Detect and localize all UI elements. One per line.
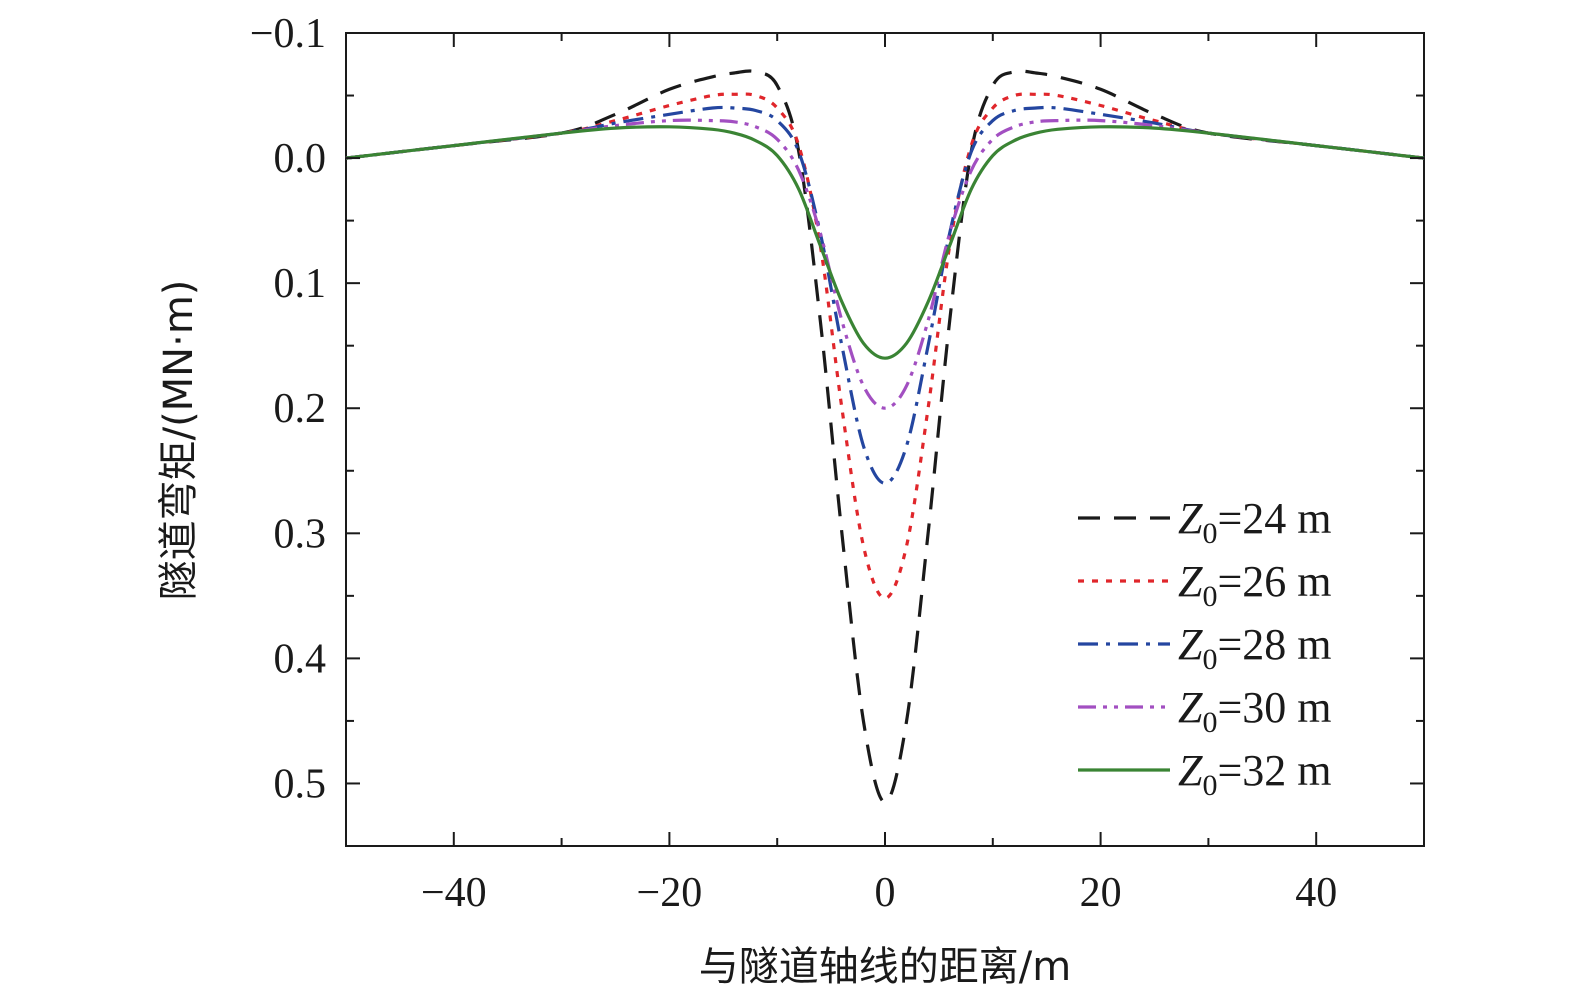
tick-layer: −40 −20 0 20 40 −0.1 0.0 0.1 0.2 0.3 0.4 0.5 — [250, 11, 1425, 916]
x-tick-label: 20 — [1080, 870, 1122, 916]
y-tick-label: −0.1 — [250, 11, 326, 57]
legend-label: Z0=24 m — [1178, 494, 1332, 550]
series-layer — [345, 69, 1425, 804]
y-tick-label: 0.5 — [274, 761, 327, 807]
series-line-5 — [345, 125, 1425, 360]
series-line-3 — [345, 105, 1425, 485]
legend-label: Z0=26 m — [1178, 557, 1332, 613]
series-line-2 — [345, 92, 1425, 600]
x-tick-label: −40 — [421, 870, 487, 916]
x-axis-title: 与隧道轴线的距离/m — [699, 944, 1071, 990]
y-tick-label: 0.1 — [274, 261, 327, 307]
legend-label: Z0=28 m — [1178, 620, 1332, 676]
legend-label: Z0=30 m — [1178, 683, 1332, 739]
legend: Z0=24 m Z0=26 m Z0=28 m Z0=30 m Z0=32 m — [1078, 494, 1332, 802]
y-axis-title: 隧道弯矩/(MN·m) — [156, 280, 202, 601]
x-tick-label: 40 — [1295, 870, 1337, 916]
series-line-4 — [345, 118, 1425, 410]
series-line-1 — [345, 69, 1425, 804]
y-tick-label: 0.3 — [274, 511, 327, 557]
legend-label: Z0=32 m — [1178, 746, 1332, 802]
y-tick-label: 0.0 — [274, 136, 327, 182]
x-tick-label: −20 — [637, 870, 703, 916]
y-tick-label: 0.2 — [274, 386, 327, 432]
y-tick-label: 0.4 — [274, 636, 327, 682]
x-tick-label: 0 — [875, 870, 896, 916]
